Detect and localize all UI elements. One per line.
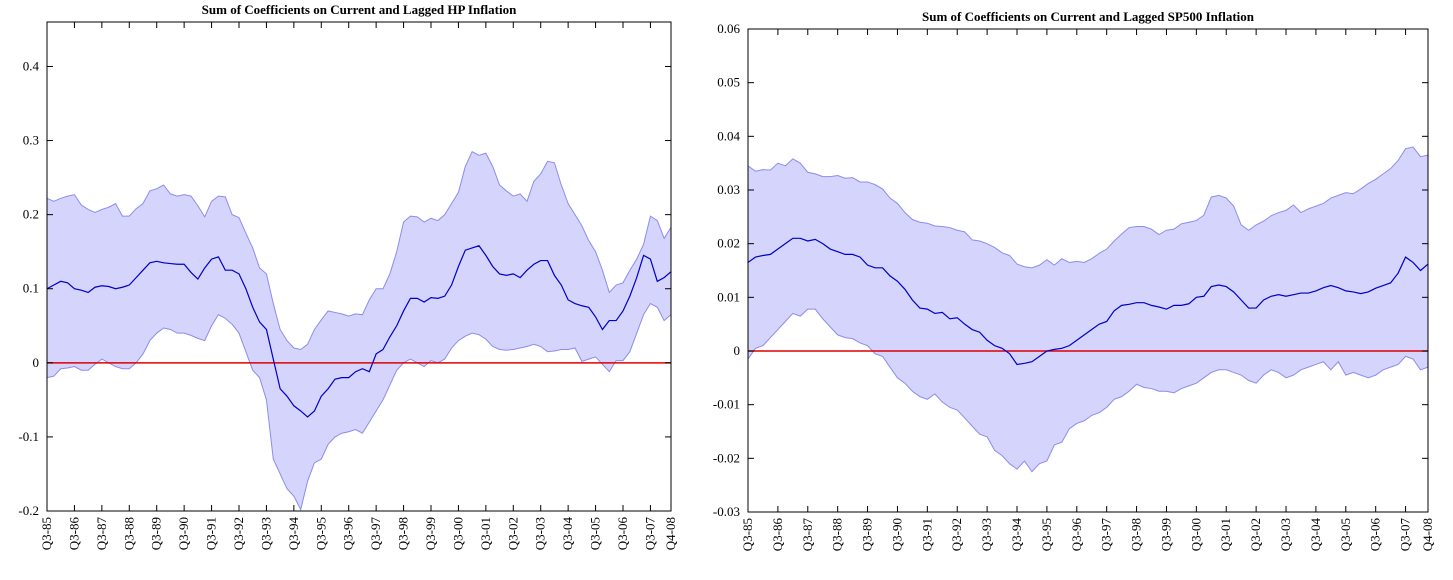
y-tick-label: 0.1 <box>23 281 39 296</box>
x-tick-label: Q3-97 <box>1099 518 1114 552</box>
x-tick-label: Q3-02 <box>505 517 520 550</box>
x-tick-label: Q3-85 <box>740 518 755 551</box>
x-tick-label: Q3-00 <box>450 517 465 550</box>
x-tick-label: Q3-00 <box>1188 518 1203 551</box>
x-tick-label: Q4-08 <box>1420 518 1435 551</box>
estimate-line <box>46 245 672 418</box>
x-tick-label: Q3-03 <box>1278 518 1293 551</box>
x-tick-label: Q3-91 <box>204 517 219 550</box>
y-tick-label: 0.06 <box>717 21 740 36</box>
x-tick-label: Q3-88 <box>830 518 845 551</box>
x-tick-label: Q3-89 <box>149 517 164 550</box>
x-tick-label: Q3-06 <box>1368 518 1383 552</box>
plot-frame <box>747 28 1429 513</box>
x-tick-label: Q4-08 <box>663 517 678 550</box>
y-tick-label: 0.04 <box>717 128 740 143</box>
x-tick-label: Q3-07 <box>1398 518 1413 552</box>
x-tick-label: Q3-86 <box>770 518 785 552</box>
y-tick-label: -0.02 <box>713 450 740 465</box>
x-tick-label: Q3-05 <box>1338 518 1353 551</box>
x-tick-label: Q3-92 <box>949 518 964 551</box>
x-tick-label: Q3-99 <box>423 517 438 550</box>
x-tick-label: Q3-92 <box>231 517 246 550</box>
x-tick-label: Q3-91 <box>919 518 934 551</box>
x-tick-label: Q3-90 <box>176 517 191 550</box>
x-tick-label: Q3-99 <box>1158 518 1173 551</box>
x-tick-label: Q3-94 <box>286 517 301 551</box>
x-tick-label: Q3-87 <box>94 517 109 551</box>
band-upper-edge <box>46 150 672 351</box>
y-tick-label: 0.05 <box>717 75 740 90</box>
x-tick-label: Q3-93 <box>258 517 273 550</box>
band-lower-edge <box>747 308 1429 473</box>
x-tick-label: Q3-05 <box>588 517 603 550</box>
x-tick-label: Q3-01 <box>1218 518 1233 551</box>
x-tick-label: Q3-95 <box>313 517 328 550</box>
x-tick-label: Q3-87 <box>800 518 815 552</box>
plot-frame <box>46 21 672 512</box>
x-tick-label: Q3-03 <box>533 517 548 550</box>
x-tick-label: Q3-97 <box>368 517 383 551</box>
x-tick-label: Q3-98 <box>1129 518 1144 551</box>
x-tick-label: Q3-85 <box>39 517 54 550</box>
x-tick-label: Q3-06 <box>615 517 630 551</box>
x-tick-label: Q3-04 <box>1308 518 1323 552</box>
y-tick-label: 0 <box>33 355 40 370</box>
x-tick-label: Q3-98 <box>396 517 411 550</box>
x-tick-label: Q3-04 <box>560 517 575 551</box>
band-lower-edge <box>46 302 672 511</box>
confidence-band <box>748 147 1428 472</box>
x-tick-label: Q3-88 <box>121 517 136 550</box>
y-tick-label: 0.2 <box>23 207 39 222</box>
x-tick-label: Q3-94 <box>1009 518 1024 552</box>
y-tick-label: -0.1 <box>18 429 39 444</box>
x-tick-label: Q3-86 <box>66 517 81 551</box>
x-tick-label: Q3-93 <box>979 518 994 551</box>
y-tick-label: -0.2 <box>18 503 39 518</box>
confidence-band <box>47 151 671 510</box>
y-tick-label: 0.4 <box>23 58 40 73</box>
x-tick-label: Q3-96 <box>1069 518 1084 552</box>
chart-title: Sum of Coefficients on Current and Lagge… <box>202 2 517 17</box>
y-tick-label: 0.01 <box>717 289 740 304</box>
band-upper-edge <box>747 146 1429 269</box>
x-tick-label: Q3-96 <box>341 517 356 551</box>
y-tick-label: -0.03 <box>713 504 740 519</box>
y-tick-label: 0.02 <box>717 236 740 251</box>
x-tick-label: Q3-90 <box>889 518 904 551</box>
y-tick-label: 0.03 <box>717 182 740 197</box>
estimate-line <box>747 237 1429 366</box>
y-tick-label: 0.3 <box>23 133 39 148</box>
chart-title: Sum of Coefficients on Current and Lagge… <box>922 9 1255 24</box>
x-tick-label: Q3-89 <box>860 518 875 551</box>
x-tick-label: Q3-02 <box>1248 518 1263 551</box>
x-tick-label: Q3-01 <box>478 517 493 550</box>
x-tick-label: Q3-07 <box>642 517 657 551</box>
y-tick-label: 0 <box>734 343 741 358</box>
y-tick-label: -0.01 <box>713 397 740 412</box>
x-tick-label: Q3-95 <box>1039 518 1054 551</box>
